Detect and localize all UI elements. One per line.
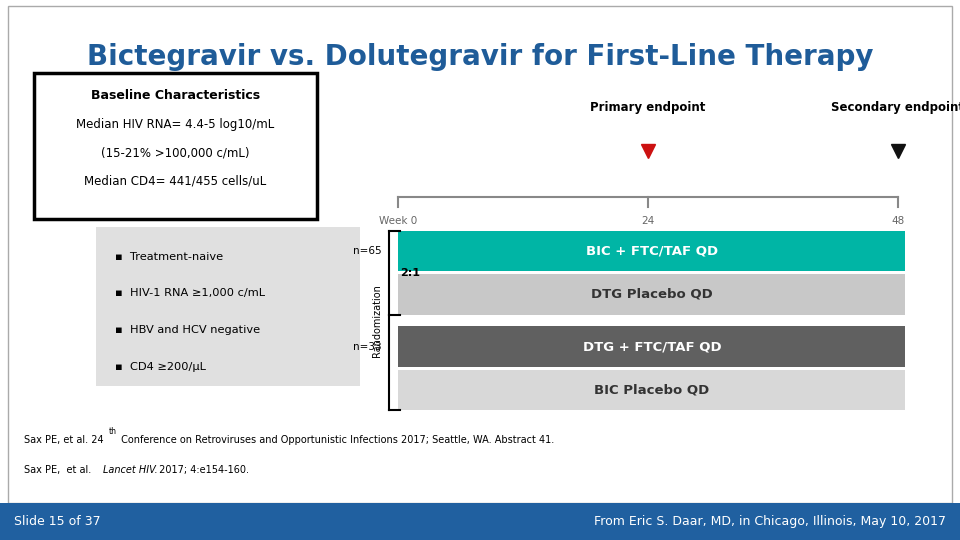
Bar: [96, 227, 360, 386]
Text: Slide 15 of 37: Slide 15 of 37: [14, 515, 101, 528]
Text: th: th: [108, 428, 116, 436]
Text: 2:1: 2:1: [400, 268, 420, 278]
Text: 48: 48: [891, 216, 904, 226]
Text: n=65: n=65: [353, 246, 382, 256]
Bar: [34, 73, 317, 219]
Text: Bictegravir vs. Dolutegravir for First-Line Therapy: Bictegravir vs. Dolutegravir for First-L…: [86, 43, 874, 71]
Text: Primary endpoint: Primary endpoint: [590, 102, 706, 114]
Text: Sax PE,  et al.: Sax PE, et al.: [24, 465, 94, 475]
Text: BIC Placebo QD: BIC Placebo QD: [594, 383, 709, 396]
Text: 24: 24: [641, 216, 655, 226]
Text: DTG + FTC/TAF QD: DTG + FTC/TAF QD: [583, 340, 721, 353]
Text: Baseline Characteristics: Baseline Characteristics: [90, 89, 260, 102]
Bar: [0, 503, 960, 540]
Text: ▪  HIV-1 RNA ≥1,000 c/mL: ▪ HIV-1 RNA ≥1,000 c/mL: [115, 288, 265, 298]
Bar: [398, 369, 905, 410]
Text: Secondary endpoint: Secondary endpoint: [831, 102, 960, 114]
Text: BIC + FTC/TAF QD: BIC + FTC/TAF QD: [586, 245, 718, 258]
Bar: [398, 274, 905, 314]
Text: From Eric S. Daar, MD, in Chicago, Illinois, May 10, 2017: From Eric S. Daar, MD, in Chicago, Illin…: [593, 515, 946, 528]
Text: ▪  Treatment-naive: ▪ Treatment-naive: [115, 252, 224, 261]
Text: Lancet HIV.: Lancet HIV.: [103, 465, 157, 475]
Bar: [398, 231, 905, 271]
Text: Median CD4= 441/455 cells/uL: Median CD4= 441/455 cells/uL: [84, 174, 266, 187]
Bar: [398, 326, 905, 367]
Text: ▪  CD4 ≥200/μL: ▪ CD4 ≥200/μL: [115, 362, 206, 372]
Text: ▪  HBV and HCV negative: ▪ HBV and HCV negative: [115, 325, 260, 335]
Text: Conference on Retroviruses and Opportunistic Infections 2017; Seattle, WA. Abstr: Conference on Retroviruses and Opportuni…: [118, 435, 554, 445]
Text: Week 0: Week 0: [379, 216, 418, 226]
Text: Median HIV RNA= 4.4-5 log10/mL: Median HIV RNA= 4.4-5 log10/mL: [76, 118, 275, 131]
Text: DTG Placebo QD: DTG Placebo QD: [591, 288, 712, 301]
Text: n=33: n=33: [353, 342, 382, 352]
Text: (15-21% >100,000 c/mL): (15-21% >100,000 c/mL): [101, 146, 250, 159]
Text: 2017; 4:e154-160.: 2017; 4:e154-160.: [156, 465, 249, 475]
Text: Randomization: Randomization: [372, 284, 382, 357]
Text: Sax PE, et al. 24: Sax PE, et al. 24: [24, 435, 104, 445]
